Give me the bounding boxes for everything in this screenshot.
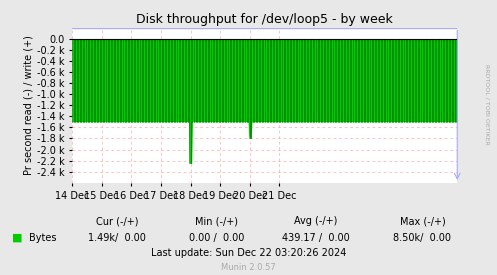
Text: Bytes: Bytes bbox=[29, 233, 56, 243]
Title: Disk throughput for /dev/loop5 - by week: Disk throughput for /dev/loop5 - by week bbox=[136, 13, 393, 26]
Text: Cur (-/+): Cur (-/+) bbox=[95, 216, 138, 226]
Text: RRDTOOL / TOBI OETIKER: RRDTOOL / TOBI OETIKER bbox=[485, 64, 490, 145]
Text: 1.49k/  0.00: 1.49k/ 0.00 bbox=[88, 233, 146, 243]
Text: Munin 2.0.57: Munin 2.0.57 bbox=[221, 263, 276, 272]
Text: ■: ■ bbox=[12, 233, 23, 243]
Text: Avg (-/+): Avg (-/+) bbox=[294, 216, 337, 226]
Text: Min (-/+): Min (-/+) bbox=[195, 216, 238, 226]
Text: 0.00 /  0.00: 0.00 / 0.00 bbox=[188, 233, 244, 243]
Text: Max (-/+): Max (-/+) bbox=[400, 216, 445, 226]
Text: Last update: Sun Dec 22 03:20:26 2024: Last update: Sun Dec 22 03:20:26 2024 bbox=[151, 248, 346, 258]
Text: 8.50k/  0.00: 8.50k/ 0.00 bbox=[394, 233, 451, 243]
Text: 439.17 /  0.00: 439.17 / 0.00 bbox=[282, 233, 349, 243]
Y-axis label: Pr second read (-) / write (+): Pr second read (-) / write (+) bbox=[24, 35, 34, 175]
